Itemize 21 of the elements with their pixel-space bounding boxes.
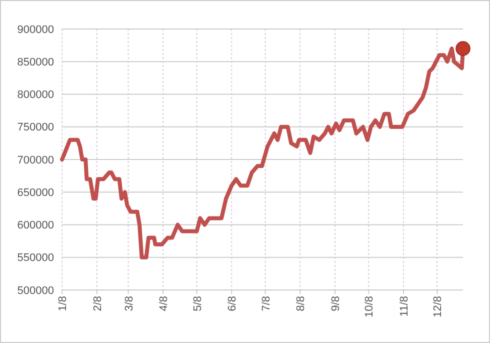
x-tick-label: 1/8 [57, 296, 69, 312]
y-tick-label: 650000 [17, 186, 54, 199]
x-tick-label: 9/8 [330, 296, 342, 312]
y-tick-label: 700000 [17, 154, 54, 166]
x-tick-label: 10/8 [364, 296, 376, 318]
y-tick-label: 900000 [17, 24, 54, 36]
y-tick-label: 550000 [17, 252, 54, 264]
y-tick-label: 850000 [17, 56, 54, 68]
x-tick-label: 7/8 [260, 296, 272, 312]
y-tick-label: 500000 [17, 284, 54, 297]
x-tick-label: 6/8 [226, 296, 239, 312]
x-tick-label: 8/8 [295, 296, 308, 312]
y-tick-label: 800000 [17, 89, 54, 102]
x-tick-label: 12/8 [432, 296, 444, 318]
y-tick-label: 750000 [17, 122, 54, 134]
x-tick-label: 5/8 [192, 296, 204, 312]
x-tick-label: 2/8 [92, 296, 104, 312]
y-tick-label: 600000 [17, 220, 54, 232]
x-tick-label: 11/8 [398, 296, 410, 317]
x-tick-label: 4/8 [158, 296, 170, 312]
x-tick-label: 3/8 [123, 296, 136, 312]
